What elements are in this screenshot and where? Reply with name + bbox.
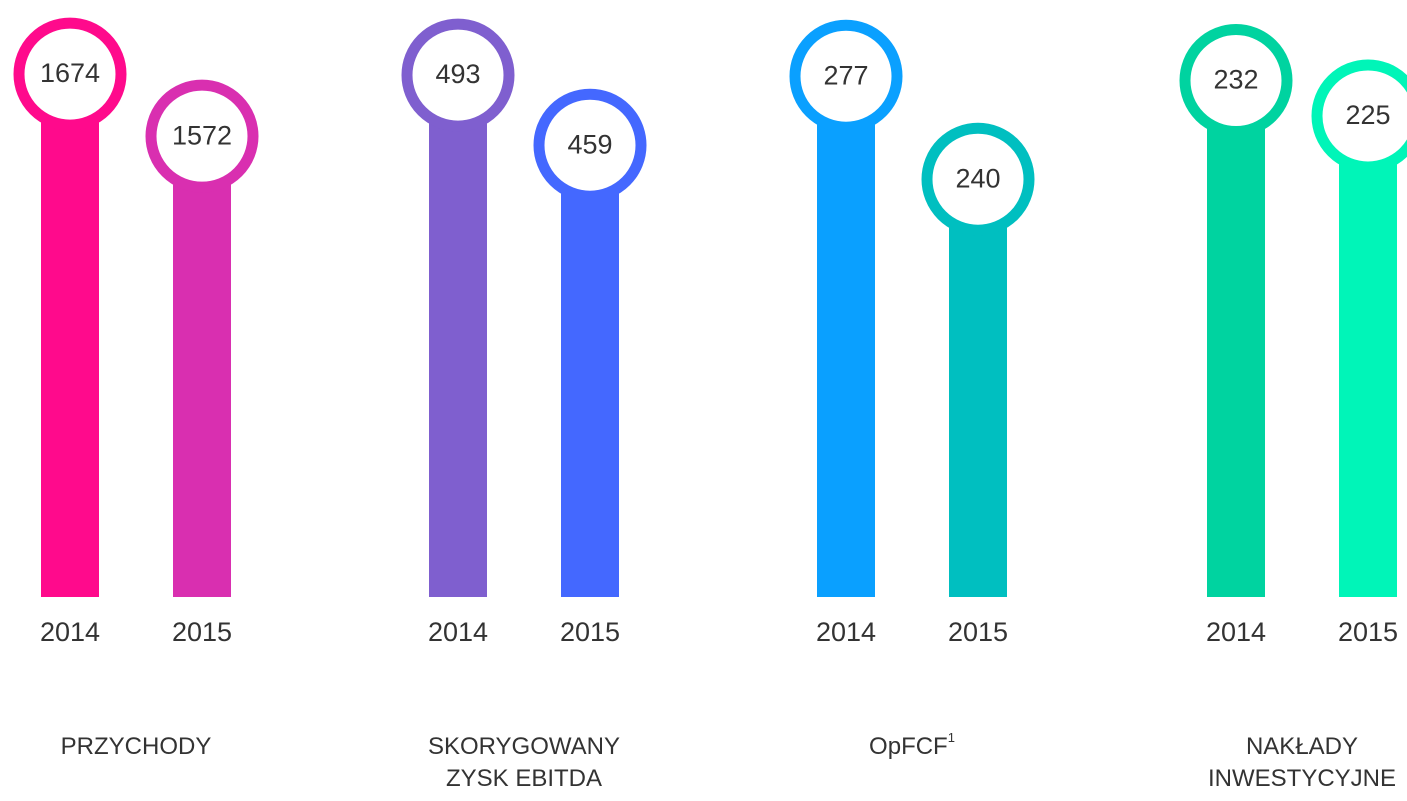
value-bubble [13, 17, 127, 131]
group-title-text: PRZYCHODY [61, 733, 212, 760]
year-label: 2014 [1206, 617, 1266, 647]
value-bubble [145, 79, 259, 193]
group-title-text: ZYSK EBITDA [446, 765, 602, 792]
year-label: 2014 [816, 617, 876, 647]
bar [429, 75, 487, 597]
bar [1339, 115, 1397, 598]
value-label: 232 [1213, 65, 1258, 95]
value-label: 225 [1345, 100, 1390, 130]
bar [949, 179, 1007, 597]
value-label: 459 [567, 129, 612, 159]
year-label: 2015 [948, 617, 1008, 647]
group-title-text: OpFCF [869, 733, 948, 760]
value-label: 1572 [172, 120, 232, 150]
value-bubble [1311, 59, 1407, 173]
bar [817, 76, 875, 597]
group-title-text: NAKŁADY [1246, 733, 1358, 760]
value-bubble [921, 122, 1035, 236]
group-title: INWESTYCYJNE [1208, 765, 1396, 792]
bar [561, 145, 619, 597]
footnote-mark: 1 [948, 730, 955, 745]
value-bubble [533, 88, 647, 202]
value-bubble [1179, 24, 1293, 138]
year-label: 2014 [428, 617, 488, 647]
group-title: SKORYGOWANY [428, 733, 620, 760]
bar [173, 136, 231, 597]
value-label: 277 [823, 60, 868, 90]
year-label: 2015 [172, 617, 232, 647]
year-label: 2015 [560, 617, 620, 647]
value-bubble [789, 19, 903, 133]
group-title: ZYSK EBITDA [446, 765, 602, 792]
bar [1207, 80, 1265, 597]
value-label: 240 [955, 163, 1000, 193]
value-bubble [401, 18, 515, 132]
group-title: NAKŁADY [1246, 733, 1358, 760]
year-label: 2014 [40, 617, 100, 647]
group-title-text: INWESTYCYJNE [1208, 765, 1396, 792]
value-label: 1674 [40, 58, 100, 88]
year-label: 2015 [1338, 617, 1398, 647]
bar [41, 74, 99, 598]
value-label: 493 [435, 59, 480, 89]
group-title-text: SKORYGOWANY [428, 733, 620, 760]
group-title: OpFCF1 [869, 730, 955, 760]
group-title: PRZYCHODY [61, 733, 212, 760]
